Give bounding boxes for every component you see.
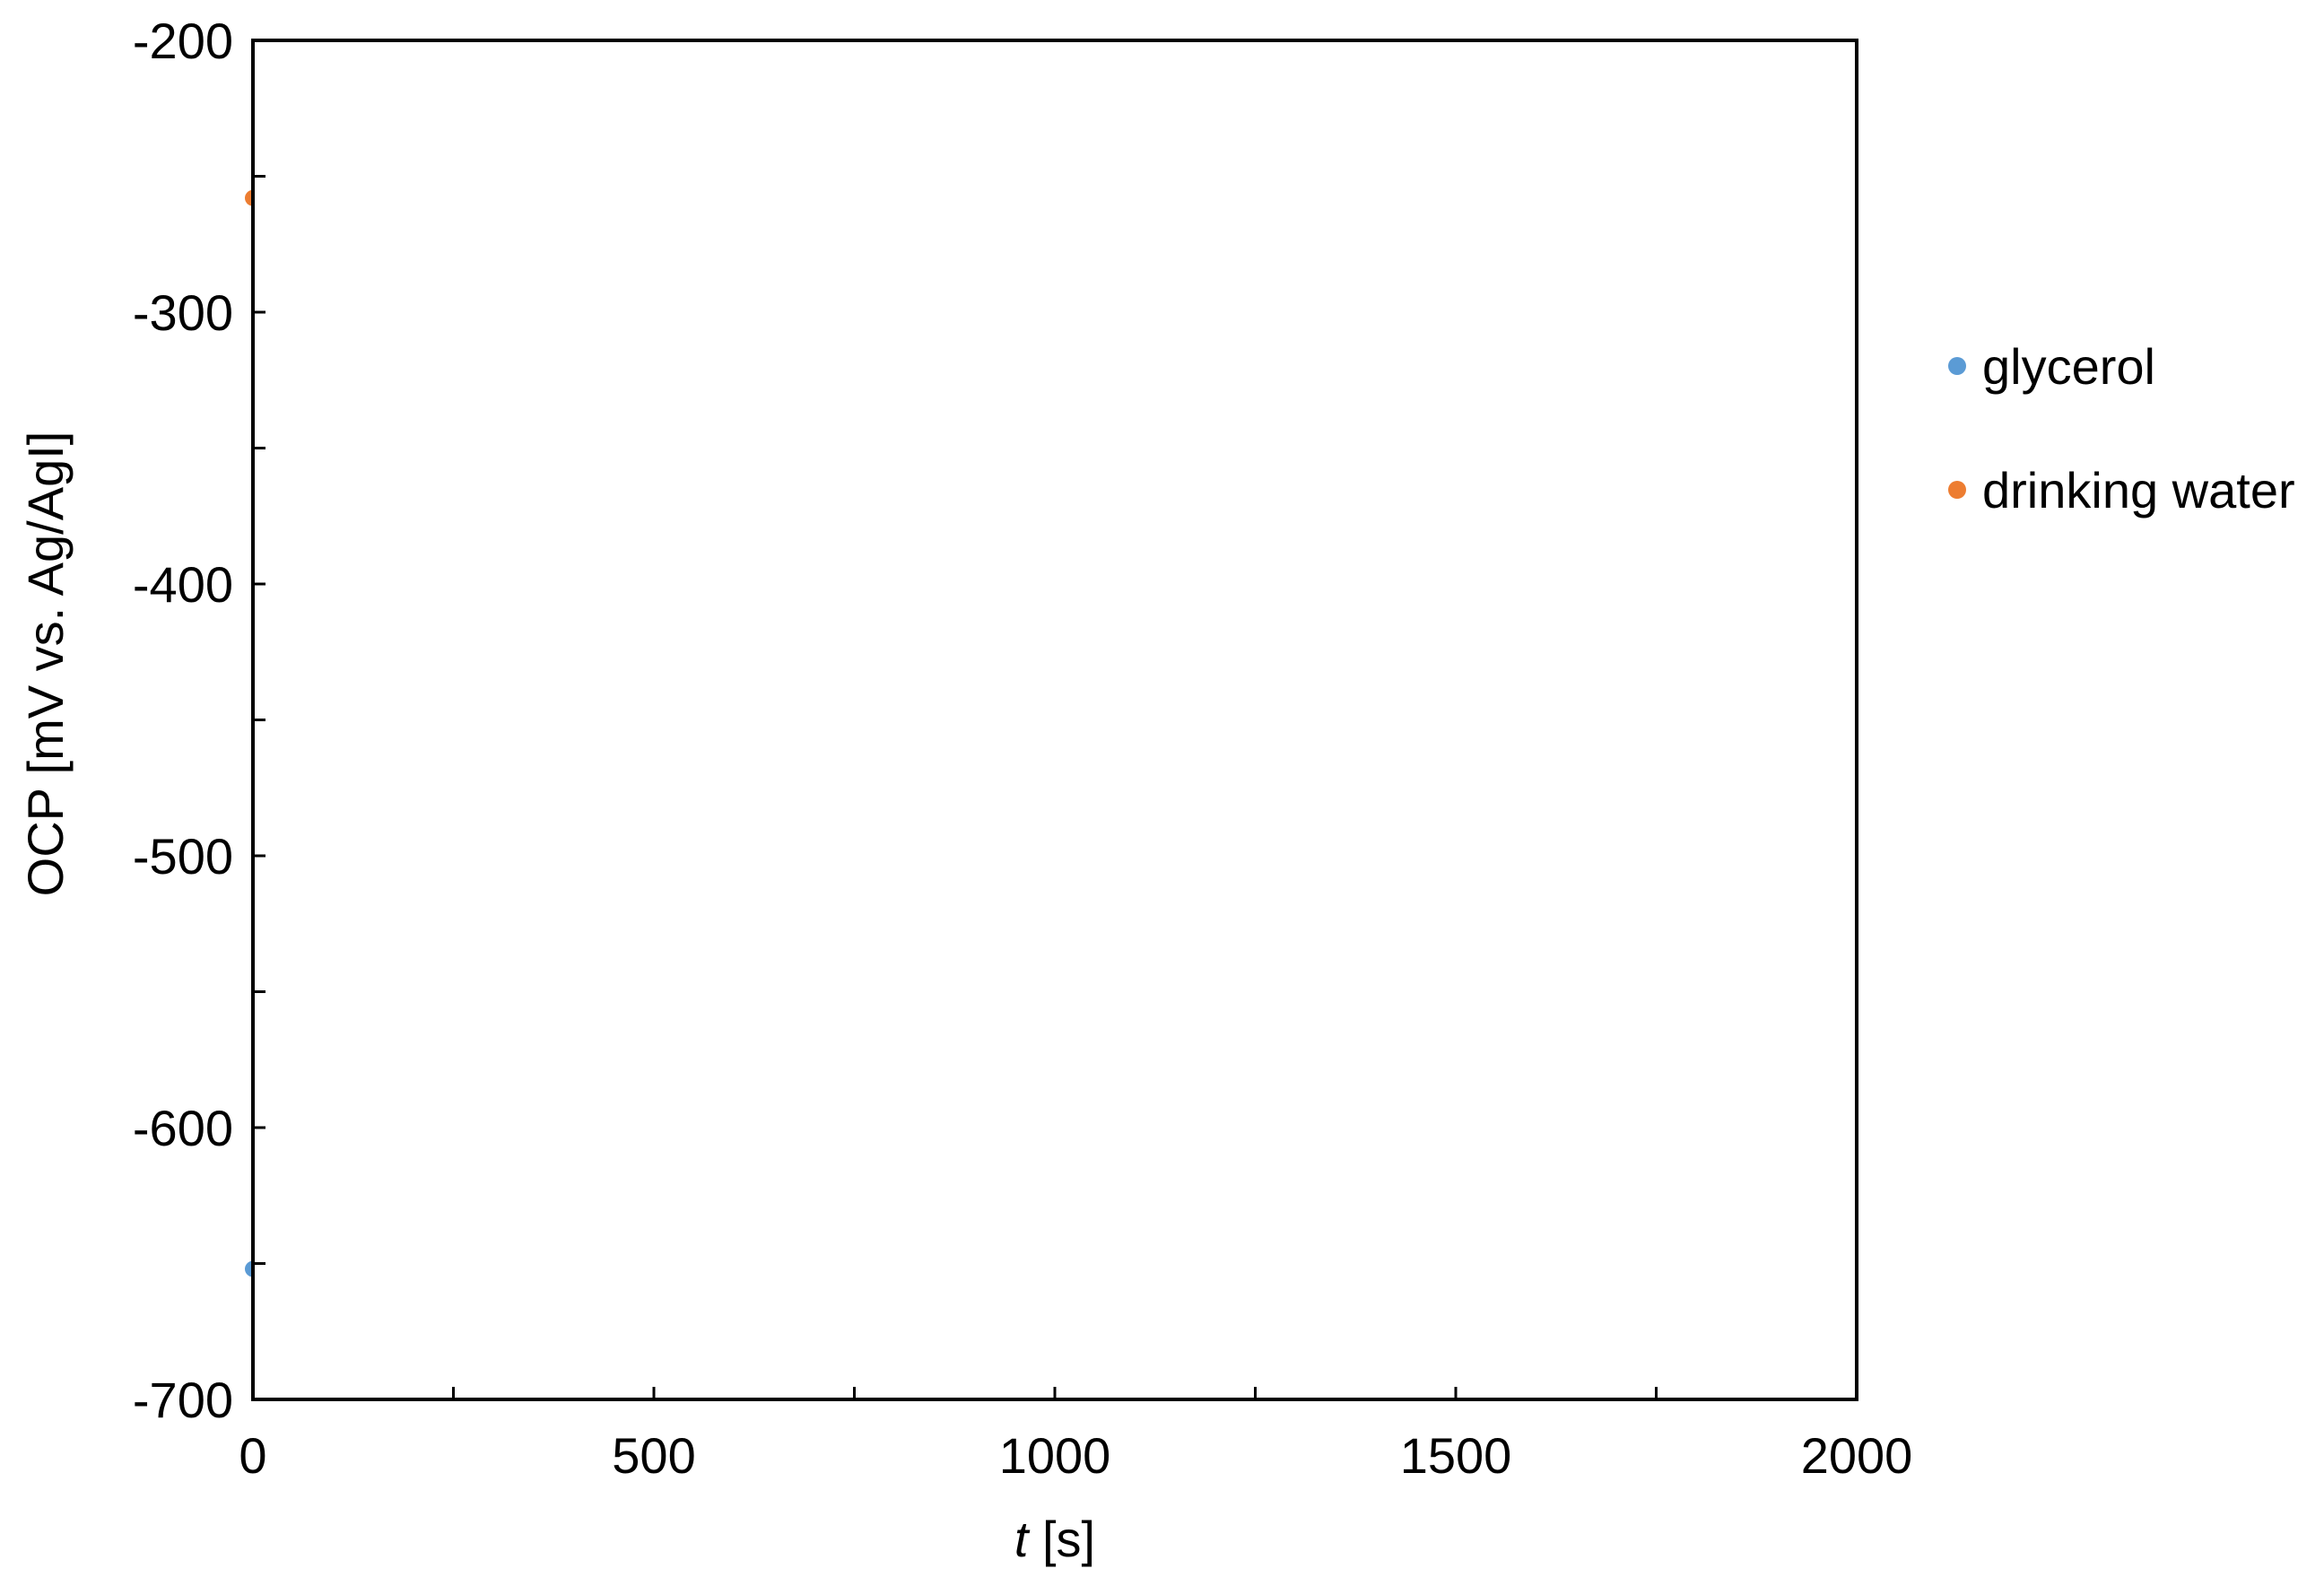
x-tick-label: 0 <box>239 1427 266 1484</box>
legend-label: glycerol <box>1982 338 2155 395</box>
y-tick-label: -600 <box>133 1100 233 1156</box>
x-tick-label: 1500 <box>1400 1427 1512 1484</box>
y-tick-label: -200 <box>133 13 233 69</box>
plot-frame <box>251 39 1858 1401</box>
y-tick-label: -700 <box>133 1372 233 1428</box>
y-axis-title: OCP [mV vs. Ag/AgI] <box>17 431 74 897</box>
legend-item: glycerol <box>1948 338 2155 395</box>
x-axis-unit: [s] <box>1028 1511 1095 1567</box>
legend-marker <box>1948 357 1966 375</box>
y-tick-label: -500 <box>133 828 233 884</box>
x-tick-label: 2000 <box>1801 1427 1913 1484</box>
legend: glycerol drinking water <box>1948 338 2295 518</box>
legend-marker <box>1948 481 1966 499</box>
y-tick-label: -300 <box>133 284 233 341</box>
legend-item: drinking water <box>1948 462 2295 518</box>
y-tick-label: -400 <box>133 556 233 613</box>
x-axis-title: t [s] <box>1014 1511 1095 1567</box>
x-axis-variable: t <box>1014 1511 1031 1567</box>
x-tick-label: 1000 <box>999 1427 1111 1484</box>
x-tick-label: 500 <box>612 1427 695 1484</box>
legend-label: drinking water <box>1982 462 2295 518</box>
